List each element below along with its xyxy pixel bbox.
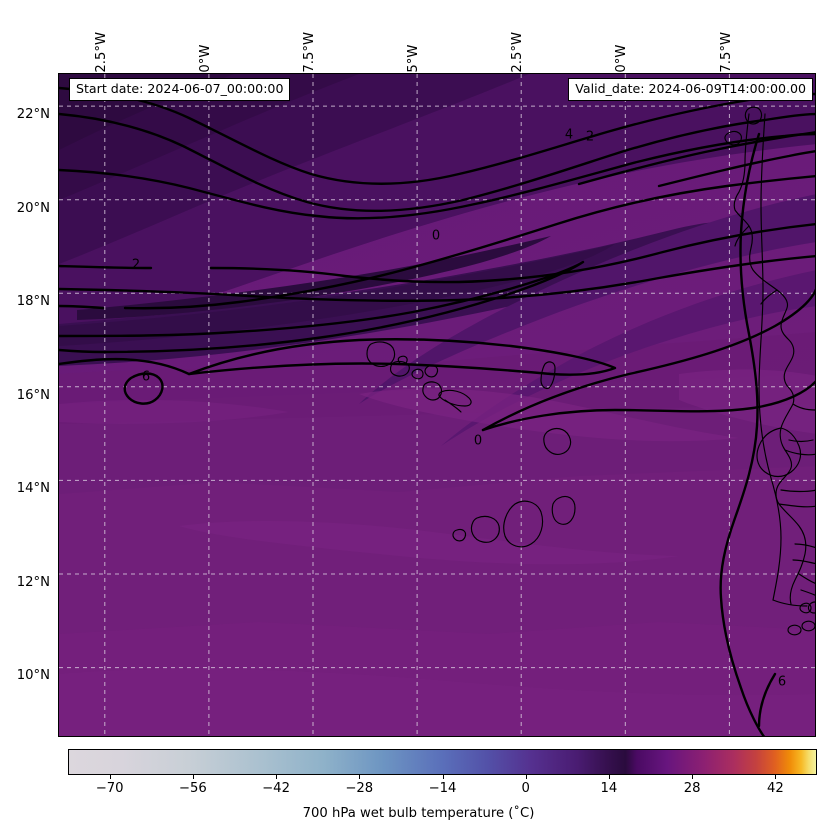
contour-label: 6 bbox=[778, 675, 786, 690]
temperature-field bbox=[59, 74, 815, 736]
contour-label: 4 bbox=[565, 128, 573, 143]
latitude-tick-label: 14°N bbox=[16, 481, 50, 497]
latitude-tick-label: 20°N bbox=[16, 200, 50, 216]
latitude-tick-label: 18°N bbox=[16, 294, 50, 310]
colorbar-tick-mark bbox=[775, 775, 777, 779]
colorbar-tick-label: −42 bbox=[262, 781, 290, 796]
colorbar-tick-mark bbox=[192, 775, 194, 779]
map-gridlines bbox=[59, 74, 815, 736]
latitude-tick-label: 12°N bbox=[16, 574, 50, 590]
colorbar-tick-label: −56 bbox=[178, 781, 207, 796]
latitude-tick-label: 10°N bbox=[16, 668, 50, 684]
colorbar-tick-mark bbox=[359, 775, 361, 779]
contour-lines bbox=[59, 86, 815, 736]
colorbar-tick-label: 14 bbox=[600, 781, 618, 796]
colorbar-tick-mark bbox=[608, 775, 610, 779]
contour-label: 0 bbox=[432, 229, 440, 244]
valid-date-annotation: Valid_date: 2024-06-09T14:00:00.00 bbox=[568, 78, 813, 101]
colorbar-tick-mark bbox=[442, 775, 444, 779]
map-axes[interactable]: 4 2 0 2 6 0 6 bbox=[58, 73, 816, 737]
colorbar-tick-mark bbox=[525, 775, 527, 779]
colorbar-tick-mark bbox=[109, 775, 111, 779]
start-date-annotation: Start date: 2024-06-07_00:00:00 bbox=[69, 78, 291, 101]
colorbar-label: 700 hPa wet bulb temperature (˚C) bbox=[302, 806, 535, 821]
colorbar-tick-label: 42 bbox=[766, 781, 784, 796]
latitude-tick-label: 22°N bbox=[16, 107, 50, 123]
colorbar[interactable] bbox=[68, 749, 817, 775]
colorbar-tick-label: −70 bbox=[95, 781, 124, 796]
colorbar-tick-label: 28 bbox=[683, 781, 701, 796]
contour-labels: 4 2 0 2 6 0 6 bbox=[132, 128, 786, 690]
colorbar-tick-label: −28 bbox=[345, 781, 374, 796]
contour-label: 0 bbox=[474, 434, 482, 449]
colorbar-tick-label: 0 bbox=[521, 781, 530, 796]
contour-label: 2 bbox=[132, 258, 140, 273]
colorbar-gradient bbox=[69, 750, 816, 774]
colorbar-tick-label: −14 bbox=[428, 781, 457, 796]
contour-label: 6 bbox=[142, 370, 150, 385]
latitude-tick-label: 16°N bbox=[16, 387, 50, 403]
coastlines bbox=[366, 106, 815, 636]
colorbar-tick-mark bbox=[276, 775, 278, 779]
contour-label: 2 bbox=[586, 130, 594, 145]
colorbar-tick-mark bbox=[692, 775, 694, 779]
